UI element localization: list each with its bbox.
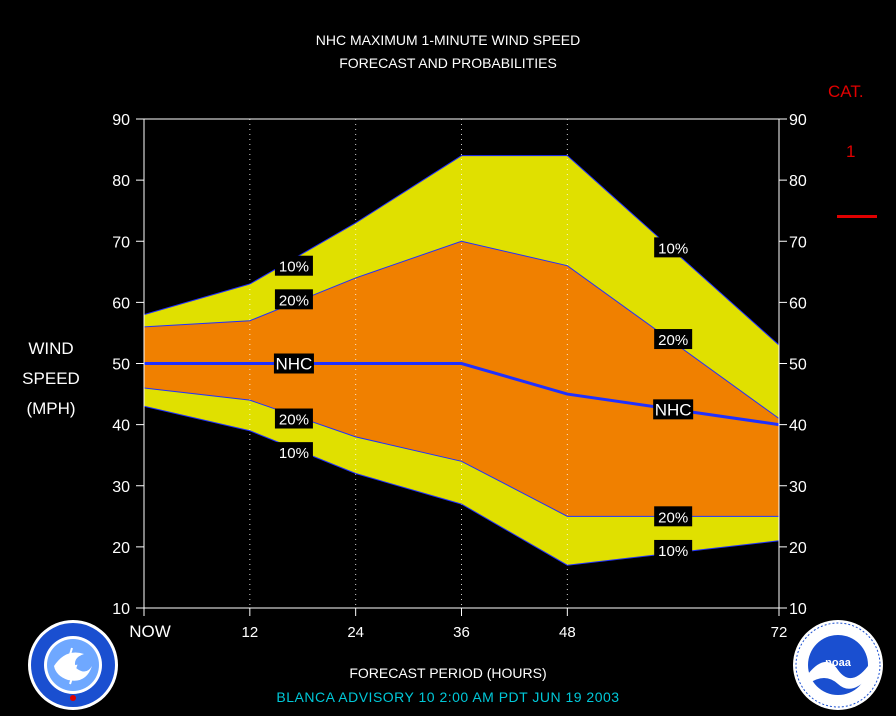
x-tick-label-72: 72	[771, 624, 788, 641]
noaa-logo: noaa	[793, 620, 883, 710]
series-line-lower_10	[143, 405, 780, 566]
y-tick-label-right-80: 80	[789, 173, 807, 190]
y-axis-label-line-2: SPEED	[22, 369, 80, 388]
x-axis-ticks: NOW 12 24 36 48 72	[129, 608, 787, 641]
annotation-label-0: 10%	[279, 259, 309, 276]
series-line-nhc	[144, 362, 780, 427]
y-tick-label-left-20: 20	[112, 540, 130, 557]
y-tick-label-right-30: 30	[789, 479, 807, 496]
annotation-box-3	[274, 408, 313, 429]
y-tick-label-left-10: 10	[112, 601, 130, 618]
y-tick-label-left-60: 60	[112, 295, 130, 312]
x-tick-label-24: 24	[347, 624, 364, 641]
x-tick-label-48: 48	[559, 624, 576, 641]
y-axis-ticks: 10 10 20 20 30 30 40 40 50 50 60 60 70 70 80 80 90 90	[112, 112, 807, 618]
annotation-box-9	[654, 539, 693, 560]
x-tick-label-36: 36	[453, 624, 470, 641]
y-axis-label-line-3: (MPH)	[26, 399, 76, 418]
x-tick-label-12: 12	[241, 624, 258, 641]
category-label: CAT.	[828, 82, 864, 101]
chart-title-line-1: NHC MAXIMUM 1-MINUTE WIND SPEED	[315, 32, 581, 48]
series-line-upper_10	[143, 155, 780, 346]
annotation-label-5: 10%	[658, 240, 688, 257]
series-line-lower_20	[143, 387, 779, 517]
annotation-label-7: NHC	[655, 400, 692, 419]
y-axis-label-line-1: WIND	[28, 339, 74, 358]
annotation-label-6: 20%	[658, 332, 688, 349]
annotation-box-0	[274, 255, 313, 276]
annotation-label-4: 10%	[279, 445, 309, 462]
annotation-label-3: 20%	[279, 412, 309, 429]
annotation-box-2	[273, 353, 314, 374]
annotation-box-8	[654, 506, 693, 527]
series-lines	[143, 155, 780, 566]
y-tick-label-left-80: 80	[112, 173, 130, 190]
advisory-text: BLANCA ADVISORY 10 2:00 AM PDT JUN 19 20…	[276, 689, 620, 705]
annotation-label-2: NHC	[276, 355, 313, 374]
series-line-upper_20	[143, 240, 780, 419]
y-tick-label-left-90: 90	[112, 112, 130, 129]
annotation-box-5	[654, 237, 693, 258]
y-tick-label-right-10: 10	[789, 601, 807, 618]
y-tick-label-right-60: 60	[789, 295, 807, 312]
x-tick-label-NOW: NOW	[129, 622, 171, 641]
chart-title-line-2: FORECAST AND PROBABILITIES	[339, 55, 557, 71]
category-value: 1	[846, 142, 856, 161]
annotation-box-1	[274, 289, 313, 310]
svg-text:noaa: noaa	[825, 657, 852, 669]
y-tick-label-right-20: 20	[789, 540, 807, 557]
series-annotations: 10% 20% NHC 20% 10% 10% 20% NHC 20% 10%	[273, 237, 694, 560]
annotation-box-4	[274, 442, 313, 463]
annotation-box-6	[654, 329, 693, 350]
annotation-label-1: 20%	[279, 292, 309, 309]
category-marker-line	[837, 215, 877, 218]
nws-logo	[28, 620, 118, 710]
y-tick-label-right-70: 70	[789, 234, 807, 251]
y-tick-label-left-50: 50	[112, 357, 130, 374]
y-tick-label-right-50: 50	[789, 357, 807, 374]
x-axis-label: FORECAST PERIOD (HOURS)	[349, 665, 547, 681]
y-tick-label-left-70: 70	[112, 234, 130, 251]
band-20-percent	[144, 241, 779, 517]
annotation-box-7	[653, 399, 694, 420]
y-tick-label-right-40: 40	[789, 418, 807, 435]
annotation-label-9: 10%	[658, 543, 688, 560]
y-tick-label-right-90: 90	[789, 112, 807, 129]
y-tick-label-left-30: 30	[112, 479, 130, 496]
y-tick-label-left-40: 40	[112, 418, 130, 435]
annotation-label-8: 20%	[658, 509, 688, 526]
